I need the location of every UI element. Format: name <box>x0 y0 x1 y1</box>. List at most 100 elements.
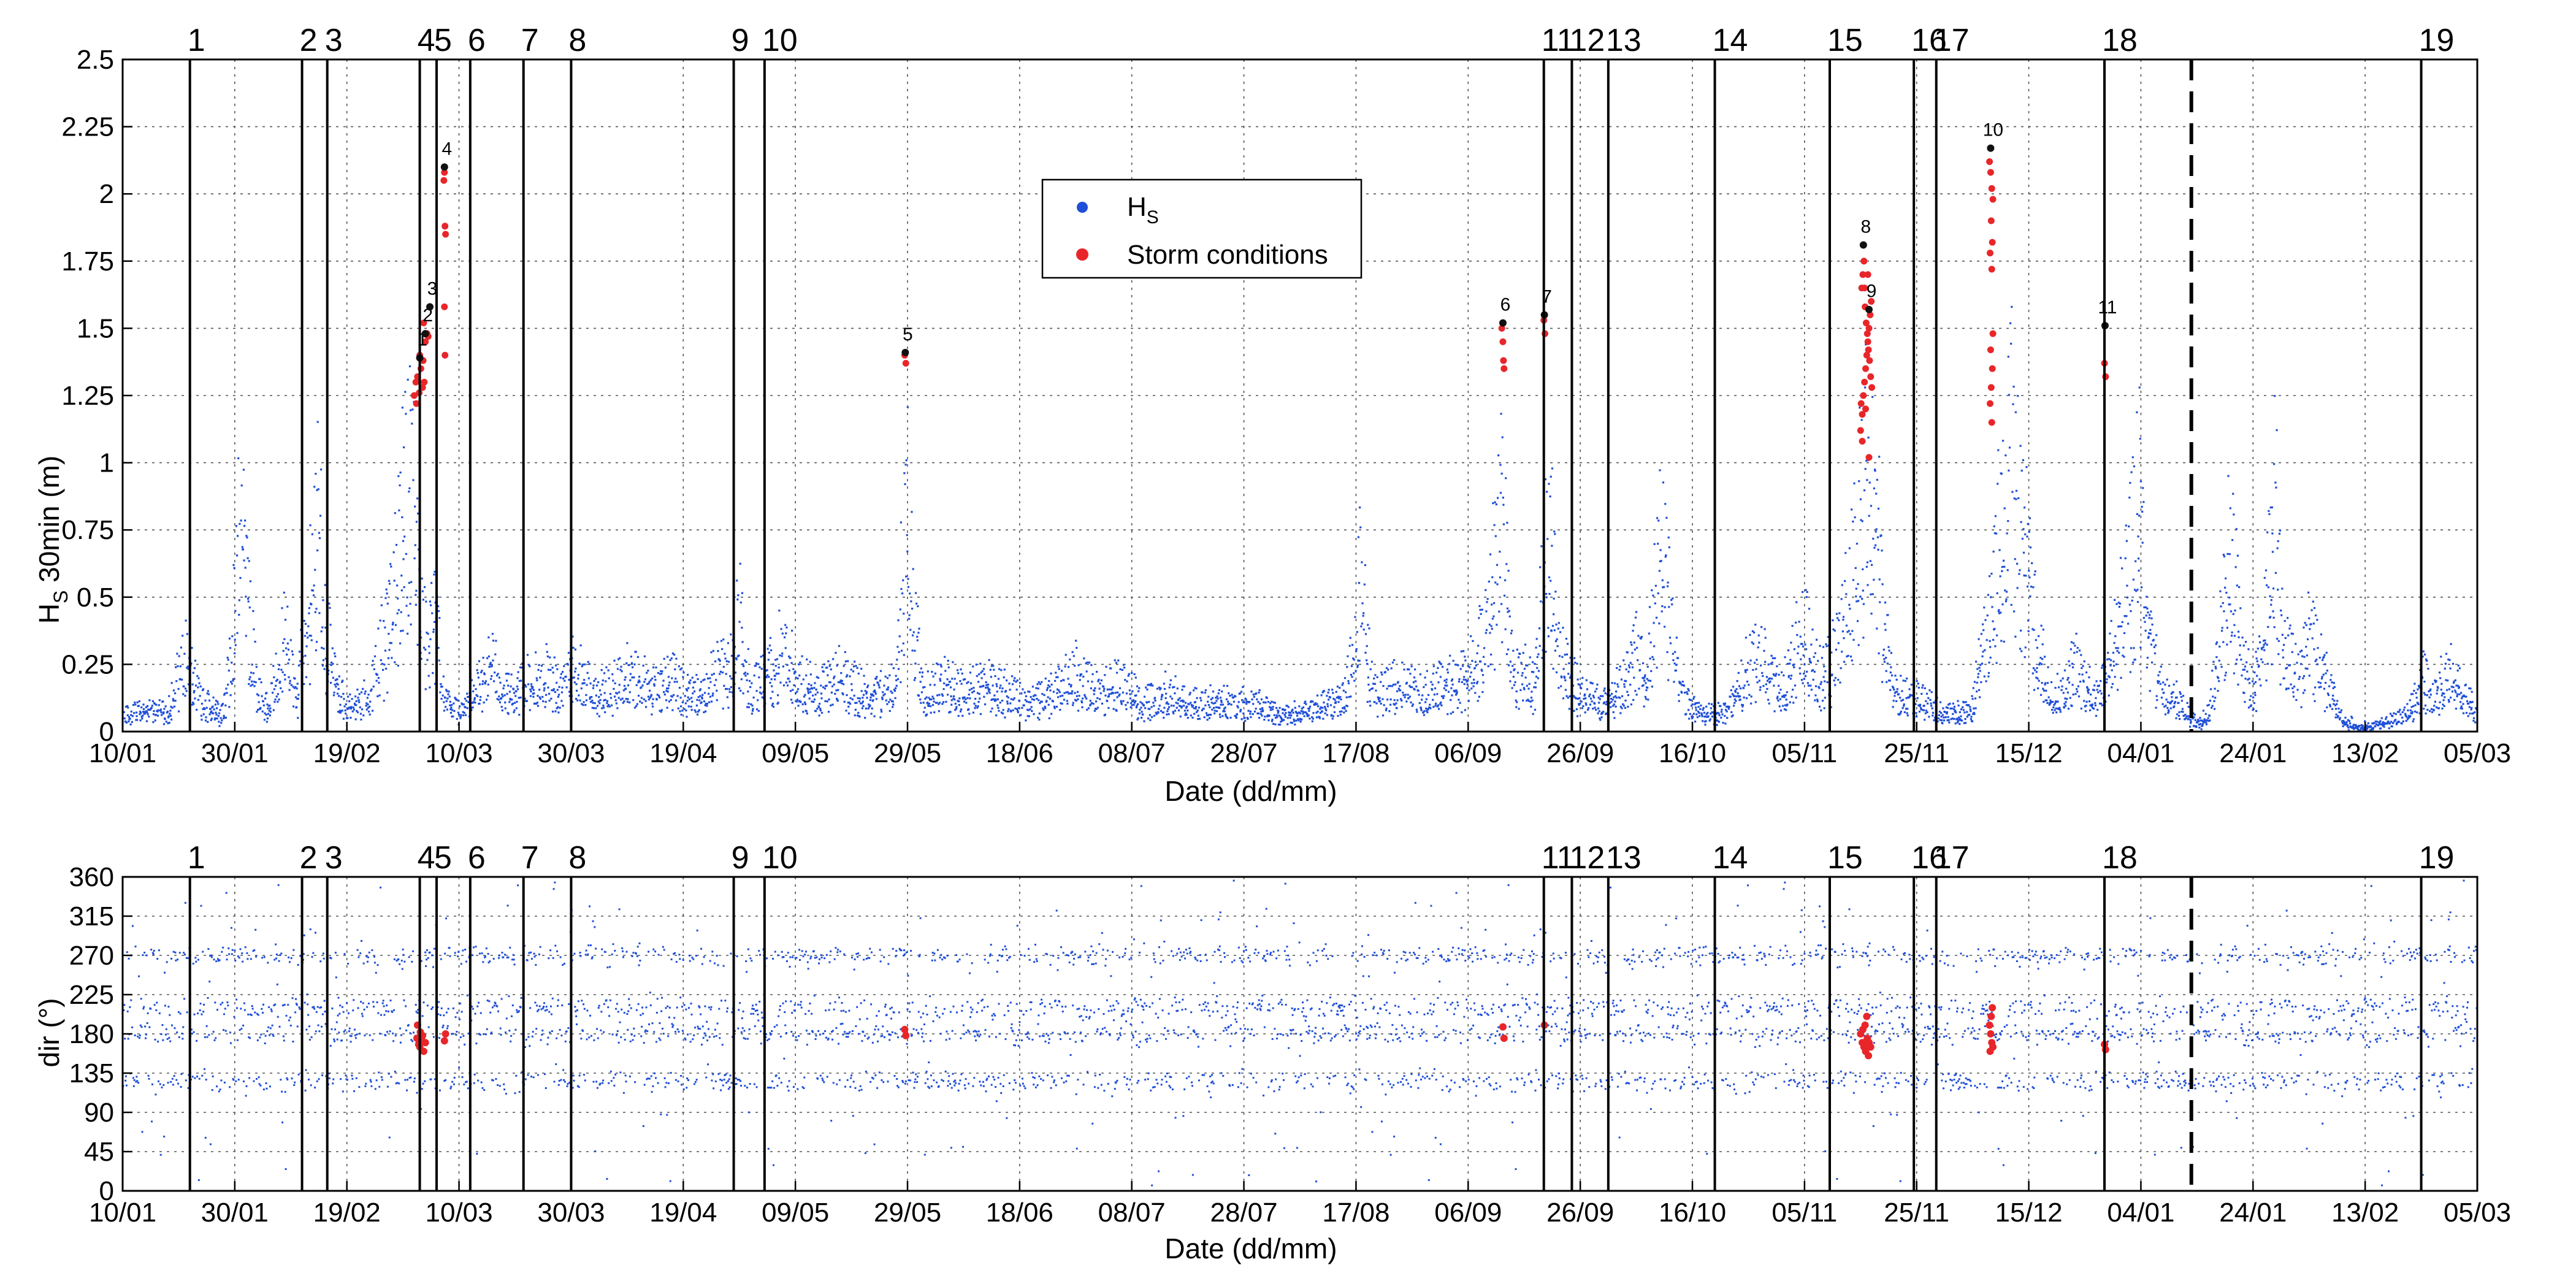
hs-point <box>929 684 931 686</box>
hs-point <box>1765 683 1767 686</box>
hs-point <box>1515 690 1518 693</box>
hs-point <box>231 661 233 664</box>
hs-point <box>1789 662 1791 665</box>
hs-point <box>985 686 987 689</box>
hs-point <box>2233 513 2235 516</box>
hs-point <box>414 544 416 546</box>
hs-point <box>2149 614 2151 616</box>
hs-point <box>2162 681 2165 684</box>
hs-point <box>684 702 687 705</box>
hs-point <box>2119 602 2122 605</box>
hs-point <box>766 669 768 671</box>
hs-point <box>1456 706 1459 709</box>
hs-point <box>1578 684 1581 686</box>
hs-point <box>354 695 357 698</box>
hs-point <box>907 578 909 580</box>
hs-point <box>2174 701 2176 703</box>
hs-point <box>1681 680 1684 683</box>
hs-point <box>234 644 237 646</box>
hs-point <box>1491 618 1494 620</box>
hs-point <box>898 635 901 638</box>
hs-point <box>1353 672 1355 675</box>
hs-point <box>1575 708 1578 711</box>
hs-point <box>1196 709 1199 712</box>
hs-point <box>1910 683 1913 686</box>
hs-point <box>2195 725 2198 728</box>
hs-point <box>660 709 663 711</box>
hs-point <box>665 687 668 690</box>
hs-point <box>462 711 464 713</box>
hs-point <box>1215 706 1218 709</box>
hs-point <box>1110 692 1112 695</box>
hs-point <box>334 655 337 658</box>
hs-point <box>1580 700 1583 703</box>
hs-point <box>803 701 806 704</box>
hs-point <box>939 663 942 666</box>
hs-point <box>1298 719 1300 722</box>
hs-point <box>1436 693 1439 695</box>
hs-point <box>2244 701 2246 703</box>
hs-point <box>1921 709 1924 711</box>
hs-point <box>1617 686 1619 688</box>
hs-point <box>1667 679 1670 681</box>
hs-point <box>152 721 155 724</box>
hs-point <box>1457 664 1459 667</box>
hs-point <box>1427 708 1429 711</box>
hs-point <box>1726 717 1729 719</box>
hs-point <box>1330 714 1333 716</box>
hs-point <box>1870 593 1872 595</box>
hs-point <box>820 684 822 687</box>
hs-point <box>1141 716 1143 719</box>
hs-point <box>283 591 285 594</box>
hs-point <box>845 675 848 678</box>
hs-point <box>1880 534 1882 537</box>
hs-point <box>212 705 214 708</box>
hs-point <box>701 697 703 700</box>
hs-point <box>1500 603 1503 605</box>
hs-point <box>891 692 893 694</box>
hs-point <box>155 703 158 706</box>
hs-point <box>1356 666 1359 668</box>
hs-point <box>2024 656 2026 659</box>
hs-point <box>525 686 527 688</box>
hs-point <box>1497 454 1500 457</box>
hs-point <box>1532 661 1534 663</box>
hs-point <box>2282 649 2284 651</box>
hs-point <box>1655 616 1658 619</box>
hs-point <box>968 694 970 696</box>
hs-point <box>178 710 180 713</box>
hs-point <box>2065 687 2068 690</box>
hs-point <box>1741 704 1745 706</box>
hs-point <box>646 671 648 674</box>
hs-point <box>2073 642 2075 644</box>
hs-point <box>340 709 342 713</box>
hs-point <box>1042 709 1045 711</box>
hs-point <box>1955 711 1957 714</box>
hs-point <box>245 535 248 537</box>
hs-point <box>686 716 688 718</box>
hs-point <box>1861 520 1863 522</box>
hs-point <box>914 649 916 652</box>
hs-point <box>952 695 955 698</box>
hs-point <box>2239 644 2241 647</box>
hs-point <box>749 686 752 688</box>
hs-point <box>1966 711 1968 713</box>
hs-point <box>465 700 468 702</box>
hs-point <box>476 695 479 697</box>
hs-point <box>1195 711 1198 713</box>
hs-point <box>796 698 799 701</box>
hs-point <box>2307 591 2310 594</box>
hs-point <box>277 693 280 695</box>
hs-point <box>1865 565 1868 568</box>
hs-point <box>1745 637 1748 639</box>
hs-point <box>1803 678 1805 680</box>
hs-point <box>2106 678 2108 681</box>
hs-point <box>2065 701 2067 703</box>
hs-point <box>1253 695 1255 698</box>
hs-point <box>1376 676 1378 678</box>
hs-point <box>660 670 662 673</box>
hs-point <box>396 584 399 587</box>
hs-point <box>2215 643 2217 645</box>
hs-point <box>2173 702 2176 705</box>
hs-point <box>1940 716 1943 718</box>
